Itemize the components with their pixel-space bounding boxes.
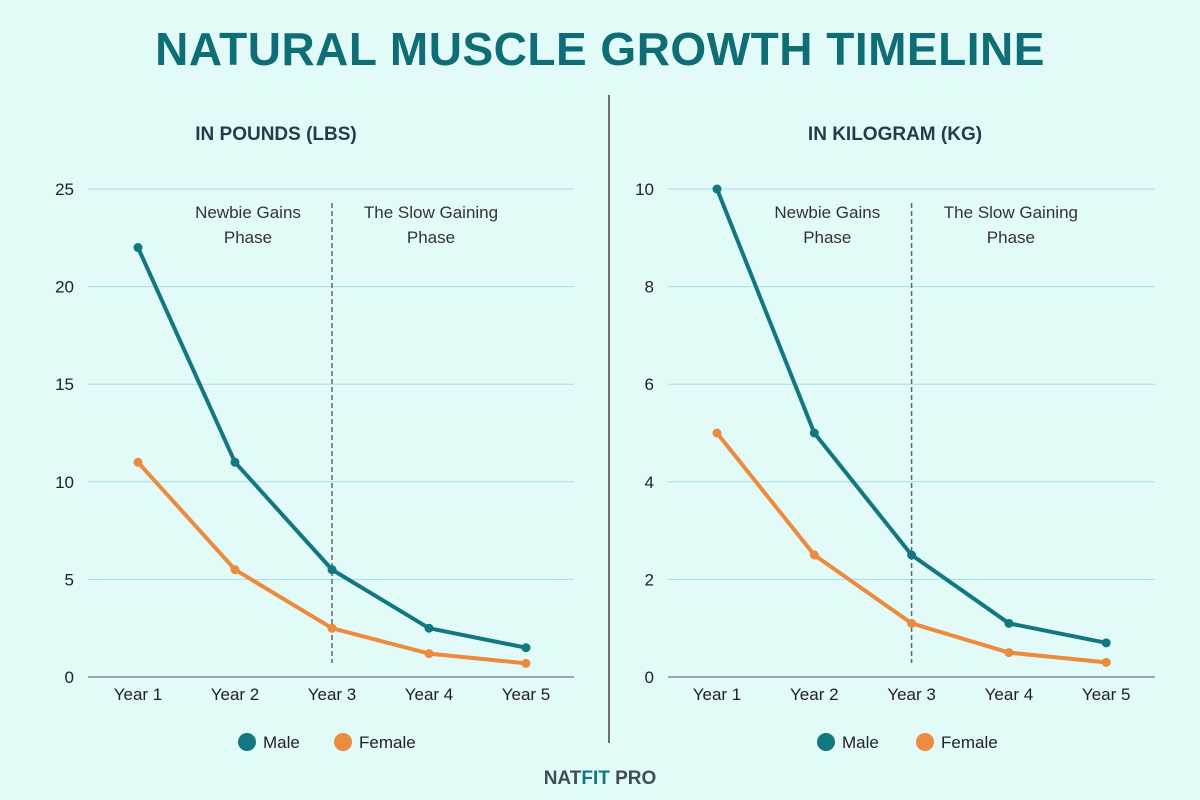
chart-title: IN POUNDS (LBS) (195, 124, 357, 145)
data-point-male (907, 550, 917, 560)
legend-marker-male (817, 733, 835, 751)
data-point-male (809, 428, 819, 438)
phase-label: The Slow Gaining (944, 203, 1078, 222)
x-tick-label: Year 2 (790, 685, 839, 704)
y-tick-label: 6 (645, 375, 654, 394)
y-tick-label: 15 (55, 375, 74, 394)
y-tick-label: 10 (635, 180, 654, 199)
y-tick-label: 20 (55, 278, 74, 297)
y-tick-label: 8 (645, 278, 654, 297)
chart-divider (608, 95, 610, 743)
legend-label: Male (263, 733, 300, 752)
y-tick-label: 5 (65, 570, 74, 589)
y-tick-label: 0 (645, 668, 654, 687)
data-point-male (424, 623, 434, 633)
data-point-male (133, 243, 143, 253)
y-tick-label: 0 (65, 668, 74, 687)
phase-label: Phase (224, 228, 272, 247)
legend-marker-female (916, 733, 934, 751)
x-tick-label: Year 4 (985, 685, 1034, 704)
phase-label: Newbie Gains (195, 203, 301, 222)
x-tick-label: Year 3 (887, 685, 936, 704)
data-point-female (424, 649, 434, 659)
x-tick-label: Year 2 (211, 685, 260, 704)
data-point-male (230, 457, 240, 467)
logo: NATFIT PRO (0, 768, 1200, 790)
y-tick-label: 2 (645, 570, 654, 589)
chart-title: IN KILOGRAM (KG) (808, 124, 982, 145)
logo-part-2: FIT (581, 768, 610, 789)
phase-label: Phase (407, 228, 455, 247)
data-point-male (1004, 618, 1014, 628)
legend-marker-male (238, 733, 256, 751)
y-tick-label: 25 (55, 180, 74, 199)
data-point-male (327, 565, 337, 575)
data-point-male (1101, 638, 1111, 648)
legend-label: Female (359, 733, 416, 752)
data-point-female (521, 658, 531, 668)
data-point-female (809, 550, 819, 560)
data-point-female (327, 623, 337, 633)
phase-label: The Slow Gaining (364, 203, 498, 222)
page-title: NATURAL MUSCLE GROWTH TIMELINE (155, 23, 1045, 75)
x-tick-label: Year 5 (502, 685, 551, 704)
data-point-female (1004, 648, 1014, 658)
phase-label: Newbie Gains (774, 203, 880, 222)
data-point-female (230, 565, 240, 575)
data-point-male (712, 184, 722, 194)
data-point-female (1101, 657, 1111, 667)
x-tick-label: Year 4 (405, 685, 454, 704)
logo-part-1: NAT (543, 768, 582, 789)
logo-part-3: PRO (609, 768, 657, 789)
legend-label: Female (941, 733, 998, 752)
y-tick-label: 4 (645, 473, 654, 492)
data-point-female (907, 618, 917, 628)
data-point-male (521, 643, 531, 653)
phase-label: Phase (987, 228, 1035, 247)
data-point-female (133, 457, 143, 467)
legend-label: Male (842, 733, 879, 752)
x-tick-label: Year 5 (1082, 685, 1131, 704)
data-point-female (712, 428, 722, 438)
legend-marker-female (334, 733, 352, 751)
x-tick-label: Year 1 (693, 685, 742, 704)
x-tick-label: Year 1 (114, 685, 163, 704)
phase-label: Phase (803, 228, 851, 247)
x-tick-label: Year 3 (308, 685, 357, 704)
y-tick-label: 10 (55, 473, 74, 492)
